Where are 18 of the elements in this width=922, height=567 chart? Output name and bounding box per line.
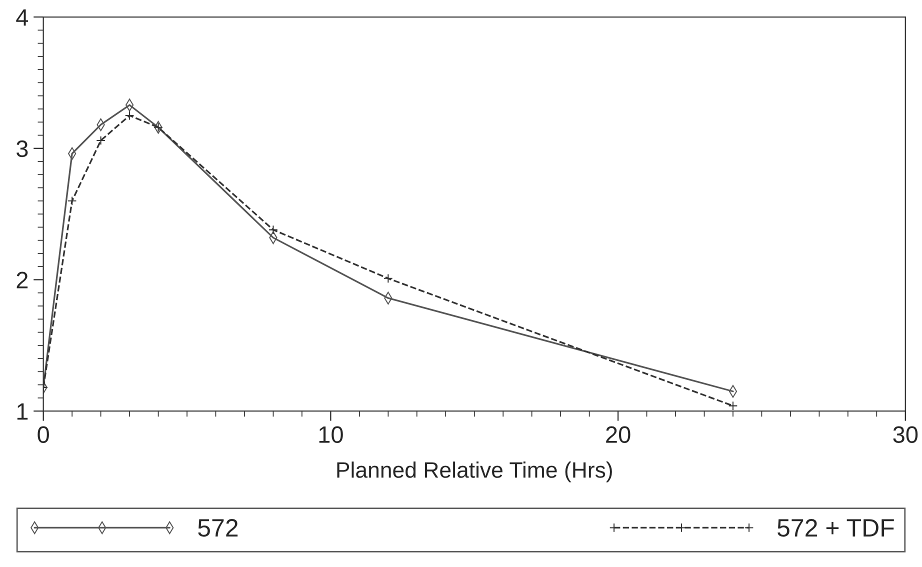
point: [383, 274, 393, 284]
y-tick-label: 2: [16, 272, 28, 288]
x-tick-label: 10: [319, 426, 343, 443]
point: [67, 196, 77, 206]
y-tick-label: 4: [16, 9, 28, 26]
point: [124, 110, 134, 120]
point: [154, 122, 163, 132]
y-tick-label: 3: [16, 140, 28, 158]
legend-label: 572: [198, 519, 238, 537]
y-tick-label: 1: [17, 403, 28, 420]
x-tick-label: 0: [38, 426, 49, 443]
legend-label: 572 + TDF: [778, 519, 894, 537]
x-tick-label: 20: [606, 426, 630, 443]
x-tick-label: 30: [893, 426, 918, 443]
x-axis-title: Planned Relative Time (Hrs): [337, 462, 612, 482]
point: [96, 136, 106, 146]
point: [268, 225, 278, 234]
point: [728, 401, 738, 411]
